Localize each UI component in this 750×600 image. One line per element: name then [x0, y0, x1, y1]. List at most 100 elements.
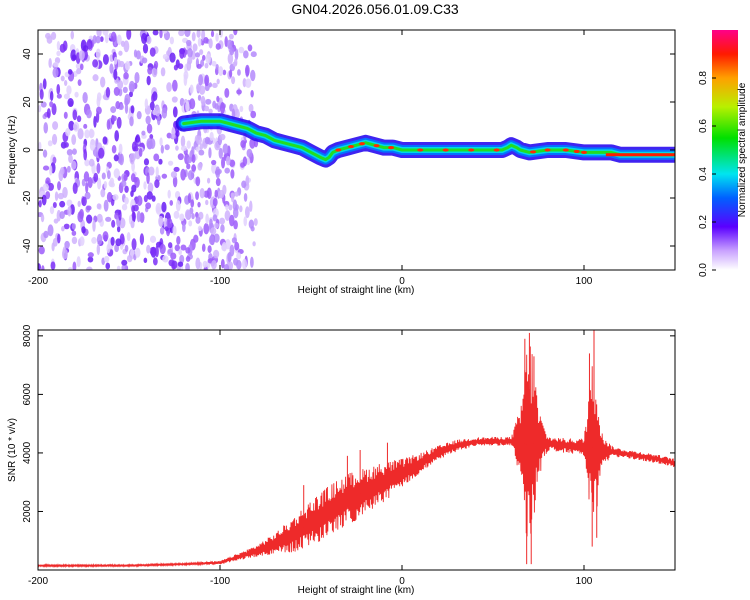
noise-blob [203, 36, 209, 44]
noise-blob [222, 143, 229, 155]
noise-blob [210, 227, 217, 235]
noise-blob [216, 95, 220, 103]
noise-blob [118, 209, 122, 221]
noise-blob [198, 149, 205, 156]
ridge-peak-dot [348, 145, 355, 149]
noise-blob [199, 143, 204, 150]
noise-blob [180, 168, 186, 181]
noise-blob [111, 219, 116, 228]
noise-blob [152, 30, 159, 36]
spectrogram-x-axis-label: Height of straight line (km) [298, 285, 415, 296]
noise-blob [83, 123, 88, 129]
noise-blob [124, 61, 131, 71]
noise-blob [96, 213, 103, 223]
noise-blob [102, 54, 109, 65]
noise-blob [197, 37, 202, 47]
noise-blob [192, 43, 198, 52]
noise-blob [155, 202, 162, 215]
noise-blob [146, 140, 153, 150]
noise-blob [116, 34, 122, 46]
snr-chart: -200 -100 0 100 2000 4000 6000 8000 Height of … [7, 324, 676, 596]
noise-blob [219, 133, 226, 141]
ridge-peak-dot [442, 148, 449, 152]
noise-blob [174, 244, 181, 252]
noise-blob [184, 49, 188, 55]
ridge-peak-dot [544, 148, 551, 152]
noise-blob [48, 58, 52, 69]
noise-blob [124, 196, 129, 205]
noise-blob [67, 267, 73, 270]
noise-blob [219, 217, 226, 225]
noise-blob [250, 51, 257, 58]
noise-blob [106, 191, 113, 203]
snr-x-axis: -200 -100 0 100 [28, 330, 593, 587]
noise-blob [224, 87, 230, 98]
noise-blob [84, 191, 91, 200]
noise-blob [184, 30, 191, 38]
noise-blob [77, 79, 82, 86]
noise-blob [126, 254, 133, 263]
noise-blob [89, 129, 95, 138]
noise-blob [187, 47, 193, 58]
noise-blob [38, 200, 42, 208]
noise-blob [169, 52, 176, 63]
noise-blob [154, 179, 160, 189]
noise-blob [72, 261, 77, 270]
noise-blob [49, 164, 53, 176]
y-tick-label: 8000 [22, 324, 33, 347]
ridge-peak-dot [358, 142, 365, 146]
noise-blob [246, 148, 253, 158]
noise-blob [116, 226, 121, 233]
noise-blob [96, 233, 103, 246]
noise-blob [51, 103, 57, 116]
noise-blob [41, 265, 45, 270]
noise-blob [247, 44, 253, 52]
noise-blob [96, 203, 102, 210]
noise-blob [134, 247, 141, 258]
noise-blob [53, 62, 59, 68]
noise-blob [46, 108, 51, 119]
noise-blob [87, 177, 93, 189]
noise-blob [238, 46, 245, 54]
noise-blob [83, 171, 90, 183]
noise-blob [161, 173, 168, 179]
noise-blob [51, 242, 55, 252]
snr-y-axis-label: SNR (10 * v/v) [7, 418, 18, 482]
noise-blob [136, 111, 142, 120]
noise-blob [155, 166, 159, 178]
noise-blob [198, 85, 206, 95]
noise-blob [215, 177, 221, 187]
noise-blob [158, 158, 163, 165]
noise-blob [43, 122, 49, 134]
noise-blob [68, 120, 75, 131]
noise-blob [111, 115, 117, 122]
noise-blob [194, 52, 201, 58]
noise-blob [128, 91, 133, 98]
noise-blob [205, 98, 212, 105]
noise-blob [52, 156, 57, 164]
noise-blob [96, 106, 102, 115]
noise-blob [169, 200, 174, 206]
noise-blob [225, 155, 231, 166]
noise-blob [103, 255, 110, 263]
noise-blob [49, 91, 54, 102]
noise-blob [215, 32, 219, 42]
noise-blob [83, 148, 88, 161]
noise-blob [50, 31, 57, 40]
noise-blob [155, 105, 161, 117]
noise-blob [173, 210, 180, 219]
noise-blob [161, 201, 167, 213]
noise-blob [231, 76, 236, 85]
noise-blob [113, 56, 118, 65]
noise-blob [63, 111, 68, 119]
noise-blob [121, 180, 127, 187]
noise-blob [250, 226, 255, 232]
noise-blob [250, 89, 254, 98]
noise-blob [191, 31, 196, 42]
noise-blob [219, 101, 226, 114]
noise-blob [79, 63, 84, 71]
noise-blob [113, 86, 120, 96]
noise-blob [167, 242, 173, 249]
noise-blob [228, 33, 234, 40]
noise-blob [159, 226, 165, 235]
